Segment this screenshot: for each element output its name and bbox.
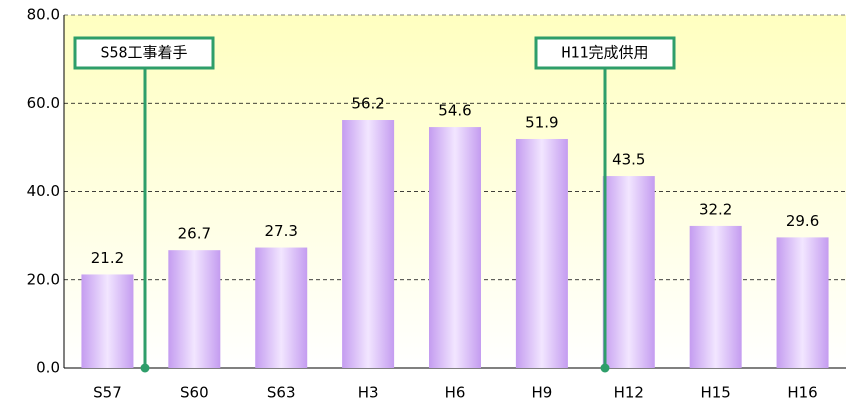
annotation-box — [534, 36, 676, 70]
data-label: 29.6 — [786, 212, 819, 230]
x-tick-label: S60 — [180, 384, 209, 402]
bar — [515, 138, 568, 368]
x-tick-label: H3 — [358, 384, 379, 402]
y-tick-label: 60.0 — [27, 94, 60, 112]
bar — [776, 237, 829, 368]
y-tick-label: 0.0 — [36, 359, 60, 377]
x-tick-label: H9 — [531, 384, 552, 402]
bar — [168, 250, 221, 368]
x-tick-label: S63 — [267, 384, 296, 402]
bar — [255, 247, 308, 368]
bar — [602, 176, 655, 368]
data-label: 32.2 — [699, 200, 732, 218]
data-label: 43.5 — [612, 151, 645, 169]
data-label: 56.2 — [351, 95, 384, 113]
annotation-text: H11完成供用 — [561, 44, 648, 62]
x-tick-label: S57 — [93, 384, 122, 402]
y-tick-label: 20.0 — [27, 270, 60, 288]
x-tick-label: H12 — [614, 384, 644, 402]
bar — [342, 120, 395, 368]
data-label: 54.6 — [438, 102, 471, 120]
data-label: 21.2 — [91, 249, 124, 267]
y-tick-label: 40.0 — [27, 182, 60, 200]
annotation-text: S58工事着手 — [100, 44, 187, 62]
bar — [81, 274, 134, 368]
x-tick-label: H16 — [787, 384, 817, 402]
x-tick-label: H6 — [445, 384, 466, 402]
bar — [429, 127, 481, 368]
annotation-dot — [600, 363, 610, 373]
y-tick-label: 80.0 — [27, 6, 60, 24]
data-label: 51.9 — [525, 113, 558, 131]
bar — [689, 225, 742, 368]
x-tick-label: H15 — [700, 384, 730, 402]
annotation-dot — [140, 363, 150, 373]
data-label: 27.3 — [265, 222, 298, 240]
data-label: 26.7 — [178, 225, 211, 243]
annotation-box — [73, 36, 215, 70]
